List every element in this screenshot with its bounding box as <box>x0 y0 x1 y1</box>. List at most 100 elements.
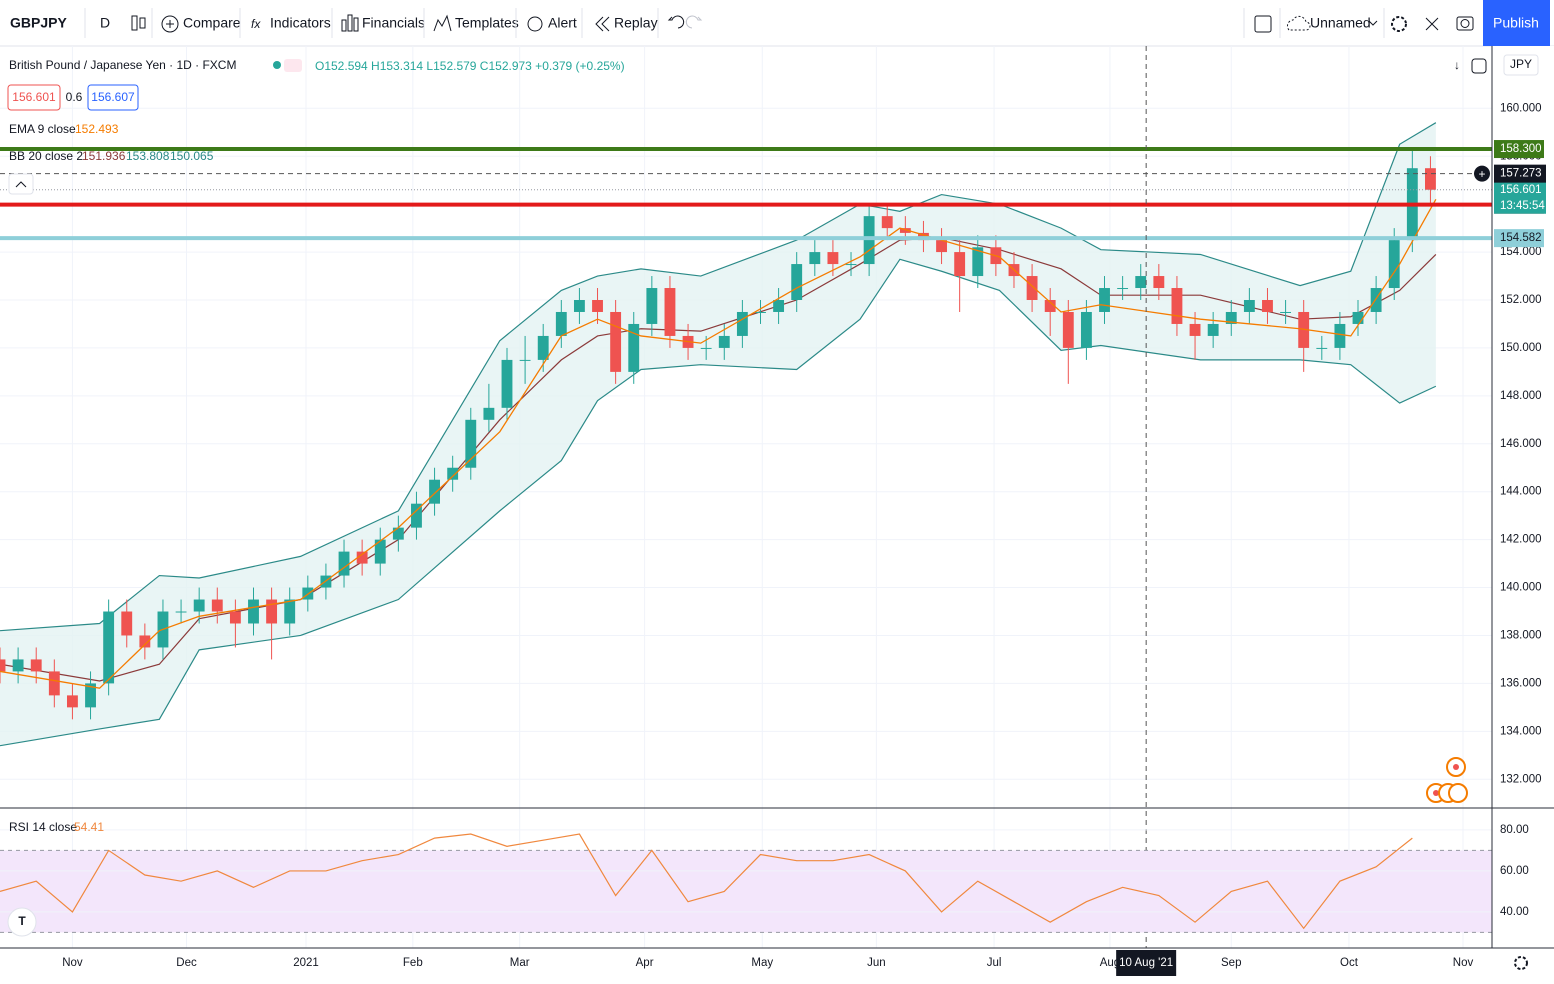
candle-body <box>103 611 115 684</box>
candle-body <box>211 599 223 612</box>
level-label: 158.300 <box>1500 143 1542 155</box>
candle-body <box>447 467 459 480</box>
scroll-icon[interactable]: ↓ <box>1454 58 1460 72</box>
sell-button[interactable] <box>7 84 61 111</box>
currency-box[interactable] <box>1503 54 1539 76</box>
candle-body <box>736 311 748 336</box>
market-status <box>273 61 281 69</box>
candle-body <box>755 311 766 313</box>
candle-body <box>610 311 622 372</box>
candle-body <box>1207 323 1219 336</box>
indicator-value: 151.936 <box>82 149 126 163</box>
indicators-button[interactable]: Indicators <box>270 15 331 31</box>
fullscreen-icon[interactable] <box>1425 17 1439 31</box>
logo[interactable] <box>7 907 37 937</box>
candle-body <box>483 407 495 420</box>
candle-body <box>1044 300 1056 312</box>
reset-icon[interactable] <box>1471 58 1487 74</box>
candle-body <box>1153 276 1165 289</box>
publish-label[interactable]: Publish <box>1493 15 1539 31</box>
x-tick-label: Jul <box>987 957 1002 969</box>
candle-body <box>592 300 603 312</box>
candle-body <box>573 300 585 312</box>
replay-button[interactable]: Replay <box>614 15 658 31</box>
financials-button[interactable]: Financials <box>362 15 425 31</box>
y-tick-label: 138.000 <box>1500 630 1542 642</box>
buy-button[interactable] <box>87 84 139 111</box>
band-upper <box>0 122 1437 632</box>
x-tick-label: Oct <box>1340 957 1359 969</box>
rsi-band <box>0 850 1492 933</box>
status-badge <box>284 59 302 72</box>
publish-button[interactable] <box>1483 0 1550 46</box>
y-tick-label: 60.00 <box>1500 865 1529 877</box>
layout-icon[interactable] <box>1254 15 1272 33</box>
cloud-icon[interactable] <box>1286 15 1311 31</box>
alert-button[interactable]: Alert <box>548 15 577 31</box>
dropdown-icon[interactable] <box>1368 20 1378 26</box>
event-marker[interactable] <box>1448 783 1468 803</box>
y-tick-label: 40.00 <box>1500 906 1529 918</box>
alert-icon[interactable] <box>527 16 543 32</box>
collapse-button[interactable] <box>8 173 34 195</box>
candle-body <box>827 252 839 265</box>
last-price-label: 156.601 <box>1500 184 1542 196</box>
candle-body <box>374 539 386 564</box>
candle-body <box>1370 288 1382 312</box>
x-tick-label: Nov <box>1453 957 1474 969</box>
candle-icon[interactable] <box>131 15 146 31</box>
indicator-name: EMA 9 close <box>9 122 76 136</box>
ask-price[interactable]: 156.607 <box>91 90 135 104</box>
y-tick-label: 142.000 <box>1500 534 1542 546</box>
candle-body <box>845 264 857 266</box>
candle-body <box>718 335 730 348</box>
templates-button[interactable]: Templates <box>455 15 519 31</box>
undo-icon[interactable] <box>667 15 685 29</box>
y-tick-label: 132.000 <box>1500 773 1542 785</box>
spread: 0.6 <box>66 90 83 104</box>
symbol-title: British Pound / Japanese Yen · 1D · FXCM <box>9 58 236 72</box>
settings-icon[interactable] <box>1391 16 1407 32</box>
candle-body <box>392 527 404 540</box>
plot-area: Nov Dec 2021 Feb Mar Apr May Jun Jul Aug Sep Oct Nov… <box>0 46 1554 976</box>
y-tick-label: 144.000 <box>1500 486 1542 498</box>
ohlc-values: O152.594 H153.314 L152.579 C152.973 +0.3… <box>315 59 625 73</box>
compare-icon[interactable] <box>161 15 179 33</box>
interval[interactable]: D <box>100 15 110 31</box>
collapse-icon <box>15 181 27 188</box>
layout-name[interactable]: Unnamed <box>1310 15 1371 31</box>
bid-price[interactable]: 156.601 <box>12 90 56 104</box>
candle-body <box>972 247 984 277</box>
replay-icon[interactable] <box>601 16 610 32</box>
candle-body <box>1026 276 1038 300</box>
candle-body <box>646 288 658 324</box>
settings-icon[interactable] <box>1514 956 1528 970</box>
indicators-icon[interactable]: fx <box>251 17 261 31</box>
candle-body <box>266 599 278 624</box>
candle-body <box>1189 323 1201 336</box>
x-tick-label: Mar <box>510 957 530 969</box>
candle-body <box>121 611 133 636</box>
candle-body <box>1316 347 1328 349</box>
add-button[interactable] <box>1474 165 1490 182</box>
crosshair-price: 157.273 <box>1500 168 1542 180</box>
candle-body <box>0 659 6 672</box>
symbol[interactable]: GBPJPY <box>10 15 67 31</box>
replay-icon[interactable] <box>595 16 604 32</box>
candle-body <box>66 695 78 708</box>
snapshot-icon[interactable] <box>1456 16 1474 31</box>
toolbar <box>0 0 1554 46</box>
currency[interactable]: JPY <box>1510 57 1532 71</box>
candle-body <box>1243 300 1255 312</box>
y-tick-label: 152.000 <box>1500 294 1542 306</box>
compare-button[interactable]: Compare <box>183 15 241 31</box>
x-tick-label: Nov <box>62 957 83 969</box>
candle-body <box>791 264 803 300</box>
candle-body <box>809 252 821 265</box>
redo-icon[interactable] <box>685 15 703 29</box>
level-label-box <box>1494 229 1544 248</box>
templates-icon[interactable] <box>433 14 452 32</box>
candle-body <box>555 311 567 336</box>
financials-icon[interactable] <box>341 14 359 32</box>
logo-mark[interactable]: T <box>18 914 26 928</box>
